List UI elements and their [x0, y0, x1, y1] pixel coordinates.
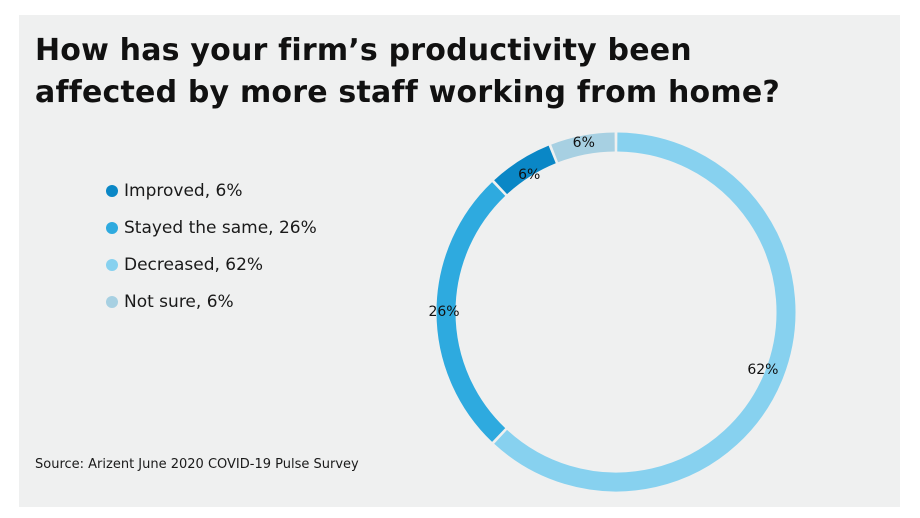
legend-item-not-sure: Not sure, 6%	[106, 283, 317, 320]
legend-item-decreased: Decreased, 62%	[106, 246, 317, 283]
legend-label-decreased: Decreased, 62%	[124, 254, 264, 275]
donut-slice-improved	[494, 145, 556, 195]
legend-marker-decreased	[106, 258, 118, 271]
donut-slice-stayed-the-same	[436, 182, 506, 442]
legend-label-not-sure: Not sure, 6%	[124, 291, 234, 312]
legend-marker-stayed-the-same	[106, 221, 118, 234]
slice-label-not-sure: 6%	[573, 135, 595, 151]
slice-label-improved: 6%	[518, 167, 540, 183]
slice-label-decreased: 62%	[747, 362, 778, 378]
donut-slice-not-sure	[551, 132, 615, 163]
donut-slice-decreased	[494, 132, 796, 492]
source-note: Source: Arizent June 2020 COVID-19 Pulse…	[35, 457, 359, 472]
legend-label-improved: Improved, 6%	[124, 180, 243, 201]
slice-label-stayed-the-same: 26%	[428, 304, 459, 320]
chart-legend: Improved, 6% Stayed the same, 26% Decrea…	[106, 172, 317, 320]
legend-marker-improved	[106, 184, 118, 197]
legend-label-stayed-the-same: Stayed the same, 26%	[124, 217, 317, 238]
legend-item-improved: Improved, 6%	[106, 172, 317, 209]
legend-item-stayed-the-same: Stayed the same, 26%	[106, 209, 317, 246]
legend-marker-not-sure	[106, 295, 118, 308]
chart-title: How has your firm’s productivity been af…	[35, 33, 780, 110]
